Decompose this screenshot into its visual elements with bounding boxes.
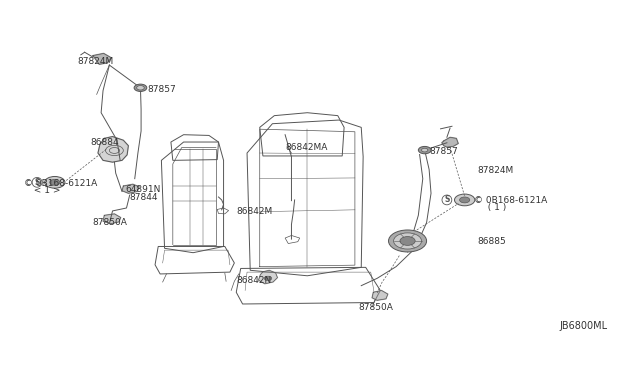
Circle shape <box>394 233 422 249</box>
Text: 87824M: 87824M <box>477 166 513 175</box>
Polygon shape <box>98 137 129 162</box>
Text: 87850A: 87850A <box>358 303 393 312</box>
Text: S: S <box>444 195 449 205</box>
Circle shape <box>137 86 144 90</box>
Text: 86842M: 86842M <box>236 207 273 216</box>
Circle shape <box>134 84 147 92</box>
Text: © 0B168-6121A: © 0B168-6121A <box>474 196 547 205</box>
Text: < 1 >: < 1 > <box>28 186 61 195</box>
Text: 87844: 87844 <box>130 193 158 202</box>
Polygon shape <box>122 184 139 193</box>
Polygon shape <box>93 53 111 64</box>
Text: 86842N: 86842N <box>236 276 271 285</box>
Text: JB6800ML: JB6800ML <box>560 321 608 331</box>
Polygon shape <box>103 214 121 224</box>
Text: 87857: 87857 <box>147 85 176 94</box>
Circle shape <box>400 237 415 246</box>
Text: 64891N: 64891N <box>125 185 161 194</box>
Circle shape <box>45 176 65 188</box>
Text: 87850A: 87850A <box>93 218 128 227</box>
Circle shape <box>454 194 475 206</box>
Circle shape <box>422 148 428 152</box>
Polygon shape <box>259 270 278 284</box>
Text: S: S <box>35 178 40 187</box>
Text: 86884: 86884 <box>90 138 119 147</box>
Polygon shape <box>442 137 458 147</box>
Circle shape <box>388 230 427 252</box>
Circle shape <box>50 179 60 185</box>
Text: 86842MA: 86842MA <box>285 142 328 152</box>
Circle shape <box>264 276 272 280</box>
Circle shape <box>460 197 470 203</box>
Polygon shape <box>372 291 388 300</box>
Text: 86885: 86885 <box>477 237 506 246</box>
Text: © 0B168-6121A: © 0B168-6121A <box>24 179 97 187</box>
Text: ( 1 ): ( 1 ) <box>482 203 506 212</box>
Text: 87857: 87857 <box>429 147 458 156</box>
Circle shape <box>419 147 431 154</box>
Text: 87824M: 87824M <box>77 57 114 66</box>
